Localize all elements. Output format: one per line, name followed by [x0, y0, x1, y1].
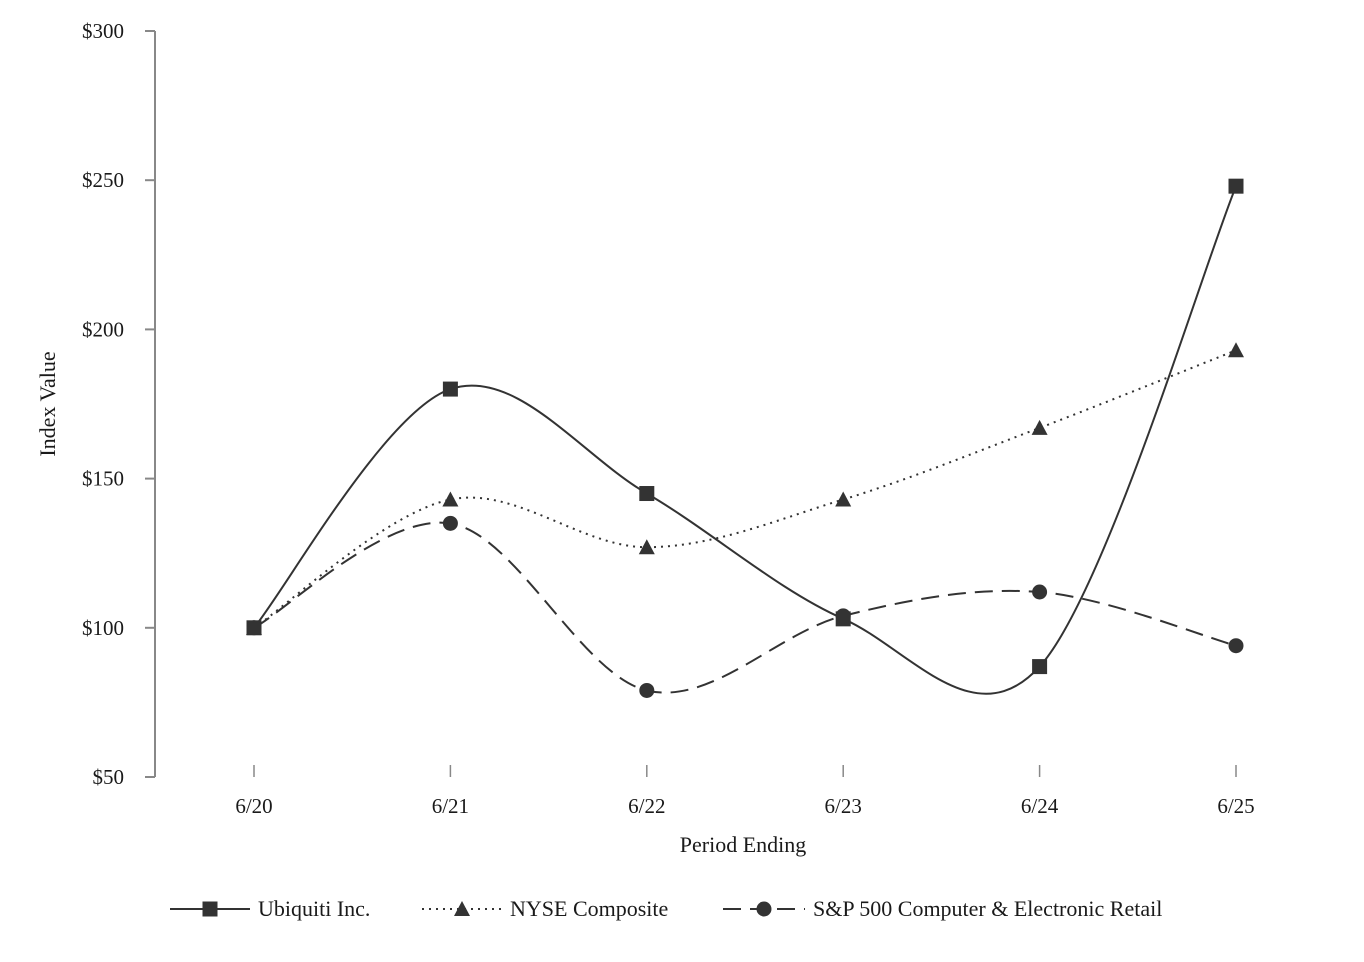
y-tick-label: $50	[93, 765, 125, 789]
legend: Ubiquiti Inc. NYSE Composite S&P 500 Compu…	[170, 896, 1162, 921]
data-point-circle	[246, 620, 262, 636]
x-tick-label: 6/24	[1021, 794, 1059, 818]
series-circle	[246, 515, 1244, 698]
y-tick-label: $200	[82, 317, 124, 341]
data-point-square	[1032, 659, 1048, 675]
data-point-circle	[835, 608, 851, 624]
y-tick-label: $100	[82, 616, 124, 640]
x-tick-label: 6/20	[235, 794, 272, 818]
data-point-square	[1228, 178, 1244, 194]
x-tick-label: 6/23	[825, 794, 862, 818]
series-triangle	[246, 342, 1244, 635]
y-axis: $50 $100 $150 $200 $250 $300	[82, 19, 156, 789]
y-axis-title: Index Value	[35, 351, 60, 456]
series-line	[253, 349, 1237, 629]
legend-marker-square	[202, 901, 218, 917]
x-axis-title: Period Ending	[680, 832, 807, 857]
data-point-square	[442, 381, 458, 397]
legend-item: NYSE Composite	[422, 896, 668, 921]
data-point-triangle	[1228, 342, 1244, 358]
data-point-circle	[639, 682, 655, 698]
y-tick-label: $300	[82, 19, 124, 43]
data-point-square	[639, 486, 655, 502]
series-line	[253, 185, 1237, 695]
x-tick-label: 6/22	[628, 794, 665, 818]
data-point-circle	[1032, 584, 1048, 600]
legend-marker-circle	[756, 901, 772, 917]
x-axis: 6/20 6/21 6/22 6/23 6/24 6/25	[235, 765, 1255, 818]
series-square	[246, 178, 1244, 695]
legend-label: NYSE Composite	[510, 896, 668, 921]
data-point-circle	[1228, 638, 1244, 654]
series-line	[253, 521, 1237, 694]
legend-marker-triangle	[454, 901, 470, 916]
legend-label: Ubiquiti Inc.	[258, 896, 370, 921]
legend-label: S&P 500 Computer & Electronic Retail	[813, 896, 1162, 921]
x-tick-label: 6/25	[1217, 794, 1254, 818]
data-point-triangle	[1031, 419, 1048, 435]
y-tick-label: $250	[82, 168, 124, 192]
legend-item: Ubiquiti Inc.	[170, 896, 370, 921]
data-point-triangle	[835, 491, 852, 507]
legend-item: S&P 500 Computer & Electronic Retail	[723, 896, 1162, 921]
series-layer	[246, 178, 1244, 698]
x-tick-label: 6/21	[432, 794, 469, 818]
data-point-triangle	[442, 491, 459, 507]
data-point-circle	[442, 515, 458, 531]
y-tick-label: $150	[82, 467, 124, 491]
data-point-triangle	[638, 539, 655, 555]
